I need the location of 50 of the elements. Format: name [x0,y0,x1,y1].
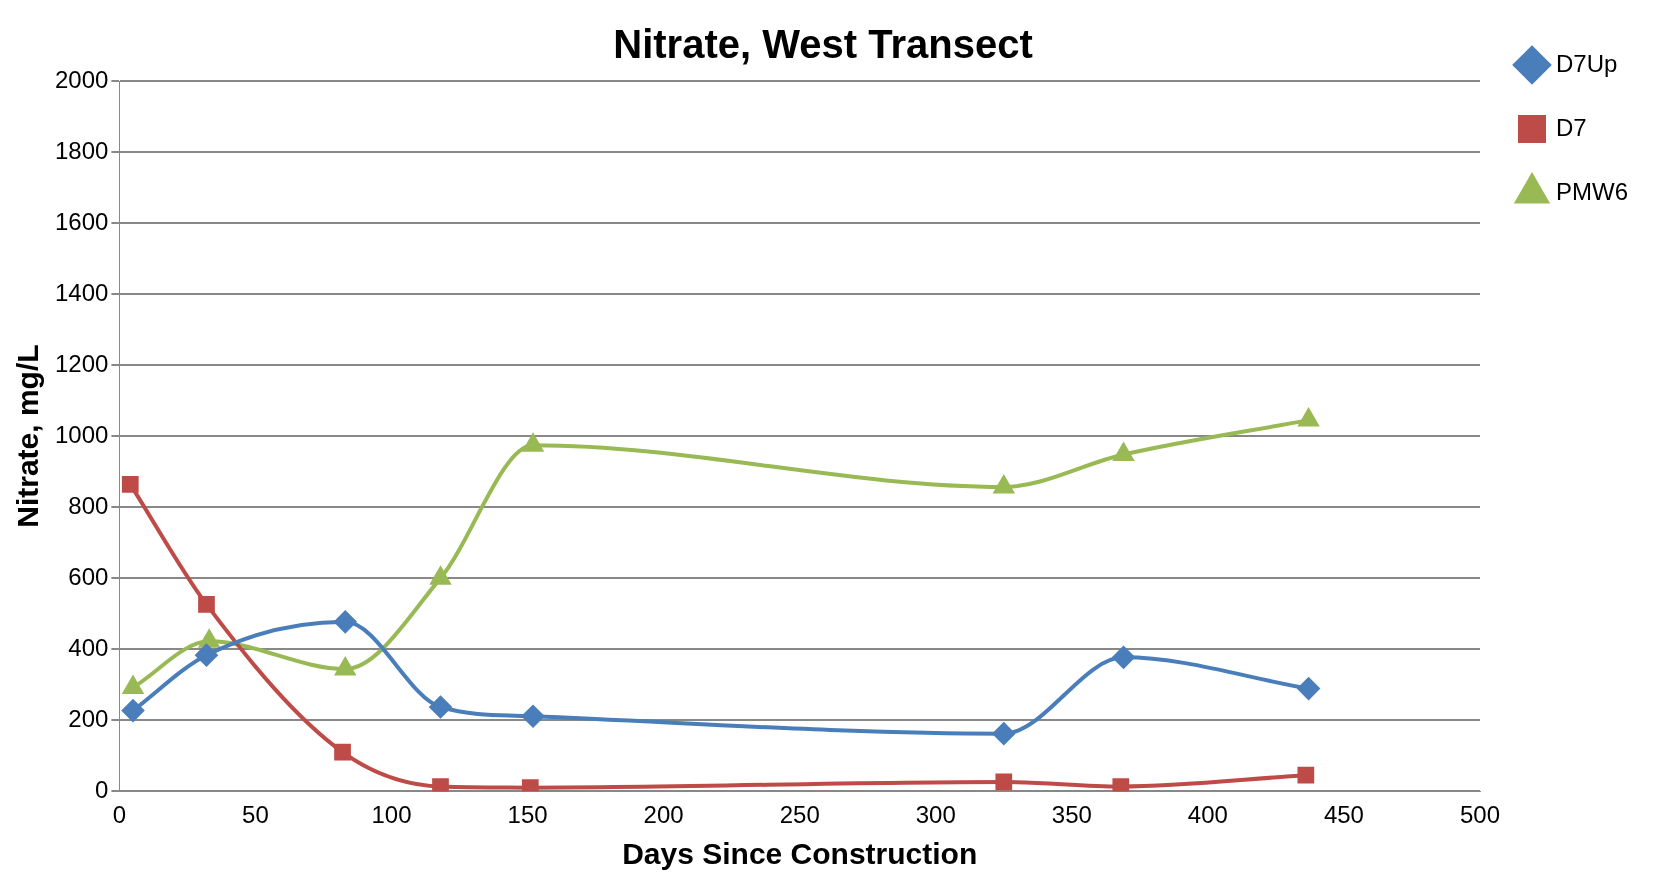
point [430,567,451,585]
x-tick-label: 100 [371,801,412,829]
x-tick-label: 300 [915,801,956,829]
point [122,699,144,722]
x-tick-label: 250 [779,801,820,829]
y-axis-title: Nitrate, mg/L [11,344,45,528]
point [198,596,215,613]
point [1298,409,1319,427]
point [522,705,545,728]
point [1297,677,1320,700]
point [429,696,452,719]
x-tick-label: 200 [643,801,684,829]
legend-label: PMW6 [1556,177,1628,205]
point [121,476,139,493]
y-tick-label: 0 [95,775,109,803]
legend-label: D7 [1556,113,1587,141]
y-tick-label: 800 [68,491,109,519]
point [1112,441,1135,462]
y-tick-label: 1400 [55,278,109,306]
point [995,773,1013,791]
point [199,630,219,648]
point [1112,778,1130,792]
legend-label: D7Up [1556,49,1618,77]
chart-title: Nitrate, West Transect [613,22,1033,67]
x-tick-label: 500 [1459,801,1501,829]
y-tick-label: 1000 [55,420,109,448]
y-tick-label: 400 [68,633,109,661]
point [1112,646,1135,669]
x-axis-title: Days Since Construction [622,837,978,871]
point [335,658,356,676]
x-tick-label: 400 [1187,801,1228,829]
x-tick-label: 350 [1051,801,1092,829]
y-tick-label: 2000 [55,65,109,93]
point [993,475,1014,494]
y-tick-label: 1600 [55,207,109,235]
x-tick-label: 50 [242,801,269,829]
y-tick-label: 1200 [55,349,109,377]
point [992,722,1015,745]
point [523,434,543,452]
y-tick-label: 200 [68,704,109,732]
point [195,644,218,667]
y-tick-label: 1800 [55,136,109,164]
x-tick-label: 0 [112,801,127,829]
point [334,743,351,761]
y-tick-label: 600 [68,562,109,590]
point [1297,766,1315,784]
x-tick-label: 450 [1323,801,1364,829]
x-tick-label: 150 [507,801,548,829]
point [432,778,449,792]
point [334,610,357,633]
